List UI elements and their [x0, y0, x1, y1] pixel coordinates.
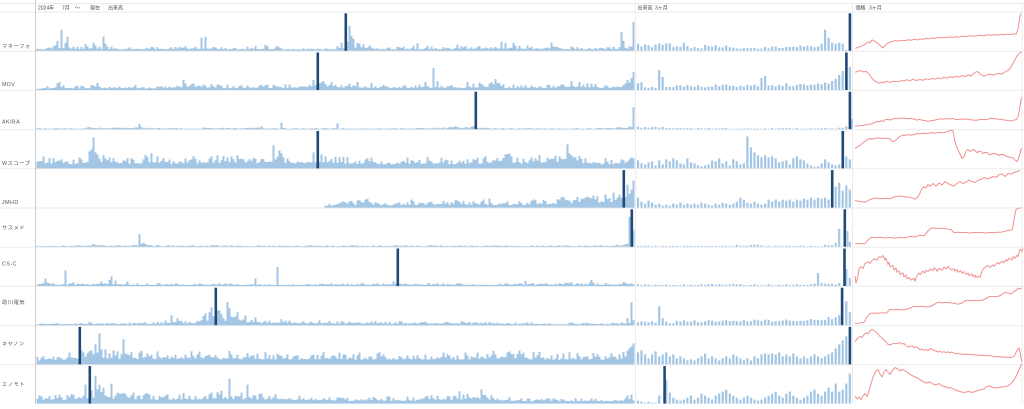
svg-text:キヤノン: キヤノン: [2, 341, 25, 347]
svg-text:AKIBA: AKIBA: [2, 120, 20, 126]
svg-text:助川電気: 助川電気: [2, 298, 25, 306]
svg-text:サスメド: サスメド: [2, 225, 25, 232]
svg-text:MDV: MDV: [2, 82, 15, 88]
svg-text:7月: 7月: [62, 6, 70, 12]
svg-text:～: ～: [75, 6, 80, 12]
svg-text:CS-C: CS-C: [2, 262, 17, 268]
svg-text:エノモト: エノモト: [2, 381, 25, 388]
svg-text:Wスコープ: Wスコープ: [2, 160, 31, 167]
svg-text:3ヶ月: 3ヶ月: [655, 6, 668, 12]
svg-text:マネーフォ: マネーフォ: [2, 43, 31, 50]
svg-text:3ヶ月: 3ヶ月: [869, 6, 882, 12]
svg-text:出来高: 出来高: [108, 5, 123, 12]
svg-text:現在: 現在: [90, 5, 100, 12]
svg-text:JMHD: JMHD: [2, 200, 19, 206]
svg-text:価格: 価格: [856, 5, 866, 12]
svg-text:出来高: 出来高: [638, 5, 653, 12]
svg-text:2024年: 2024年: [38, 5, 54, 12]
